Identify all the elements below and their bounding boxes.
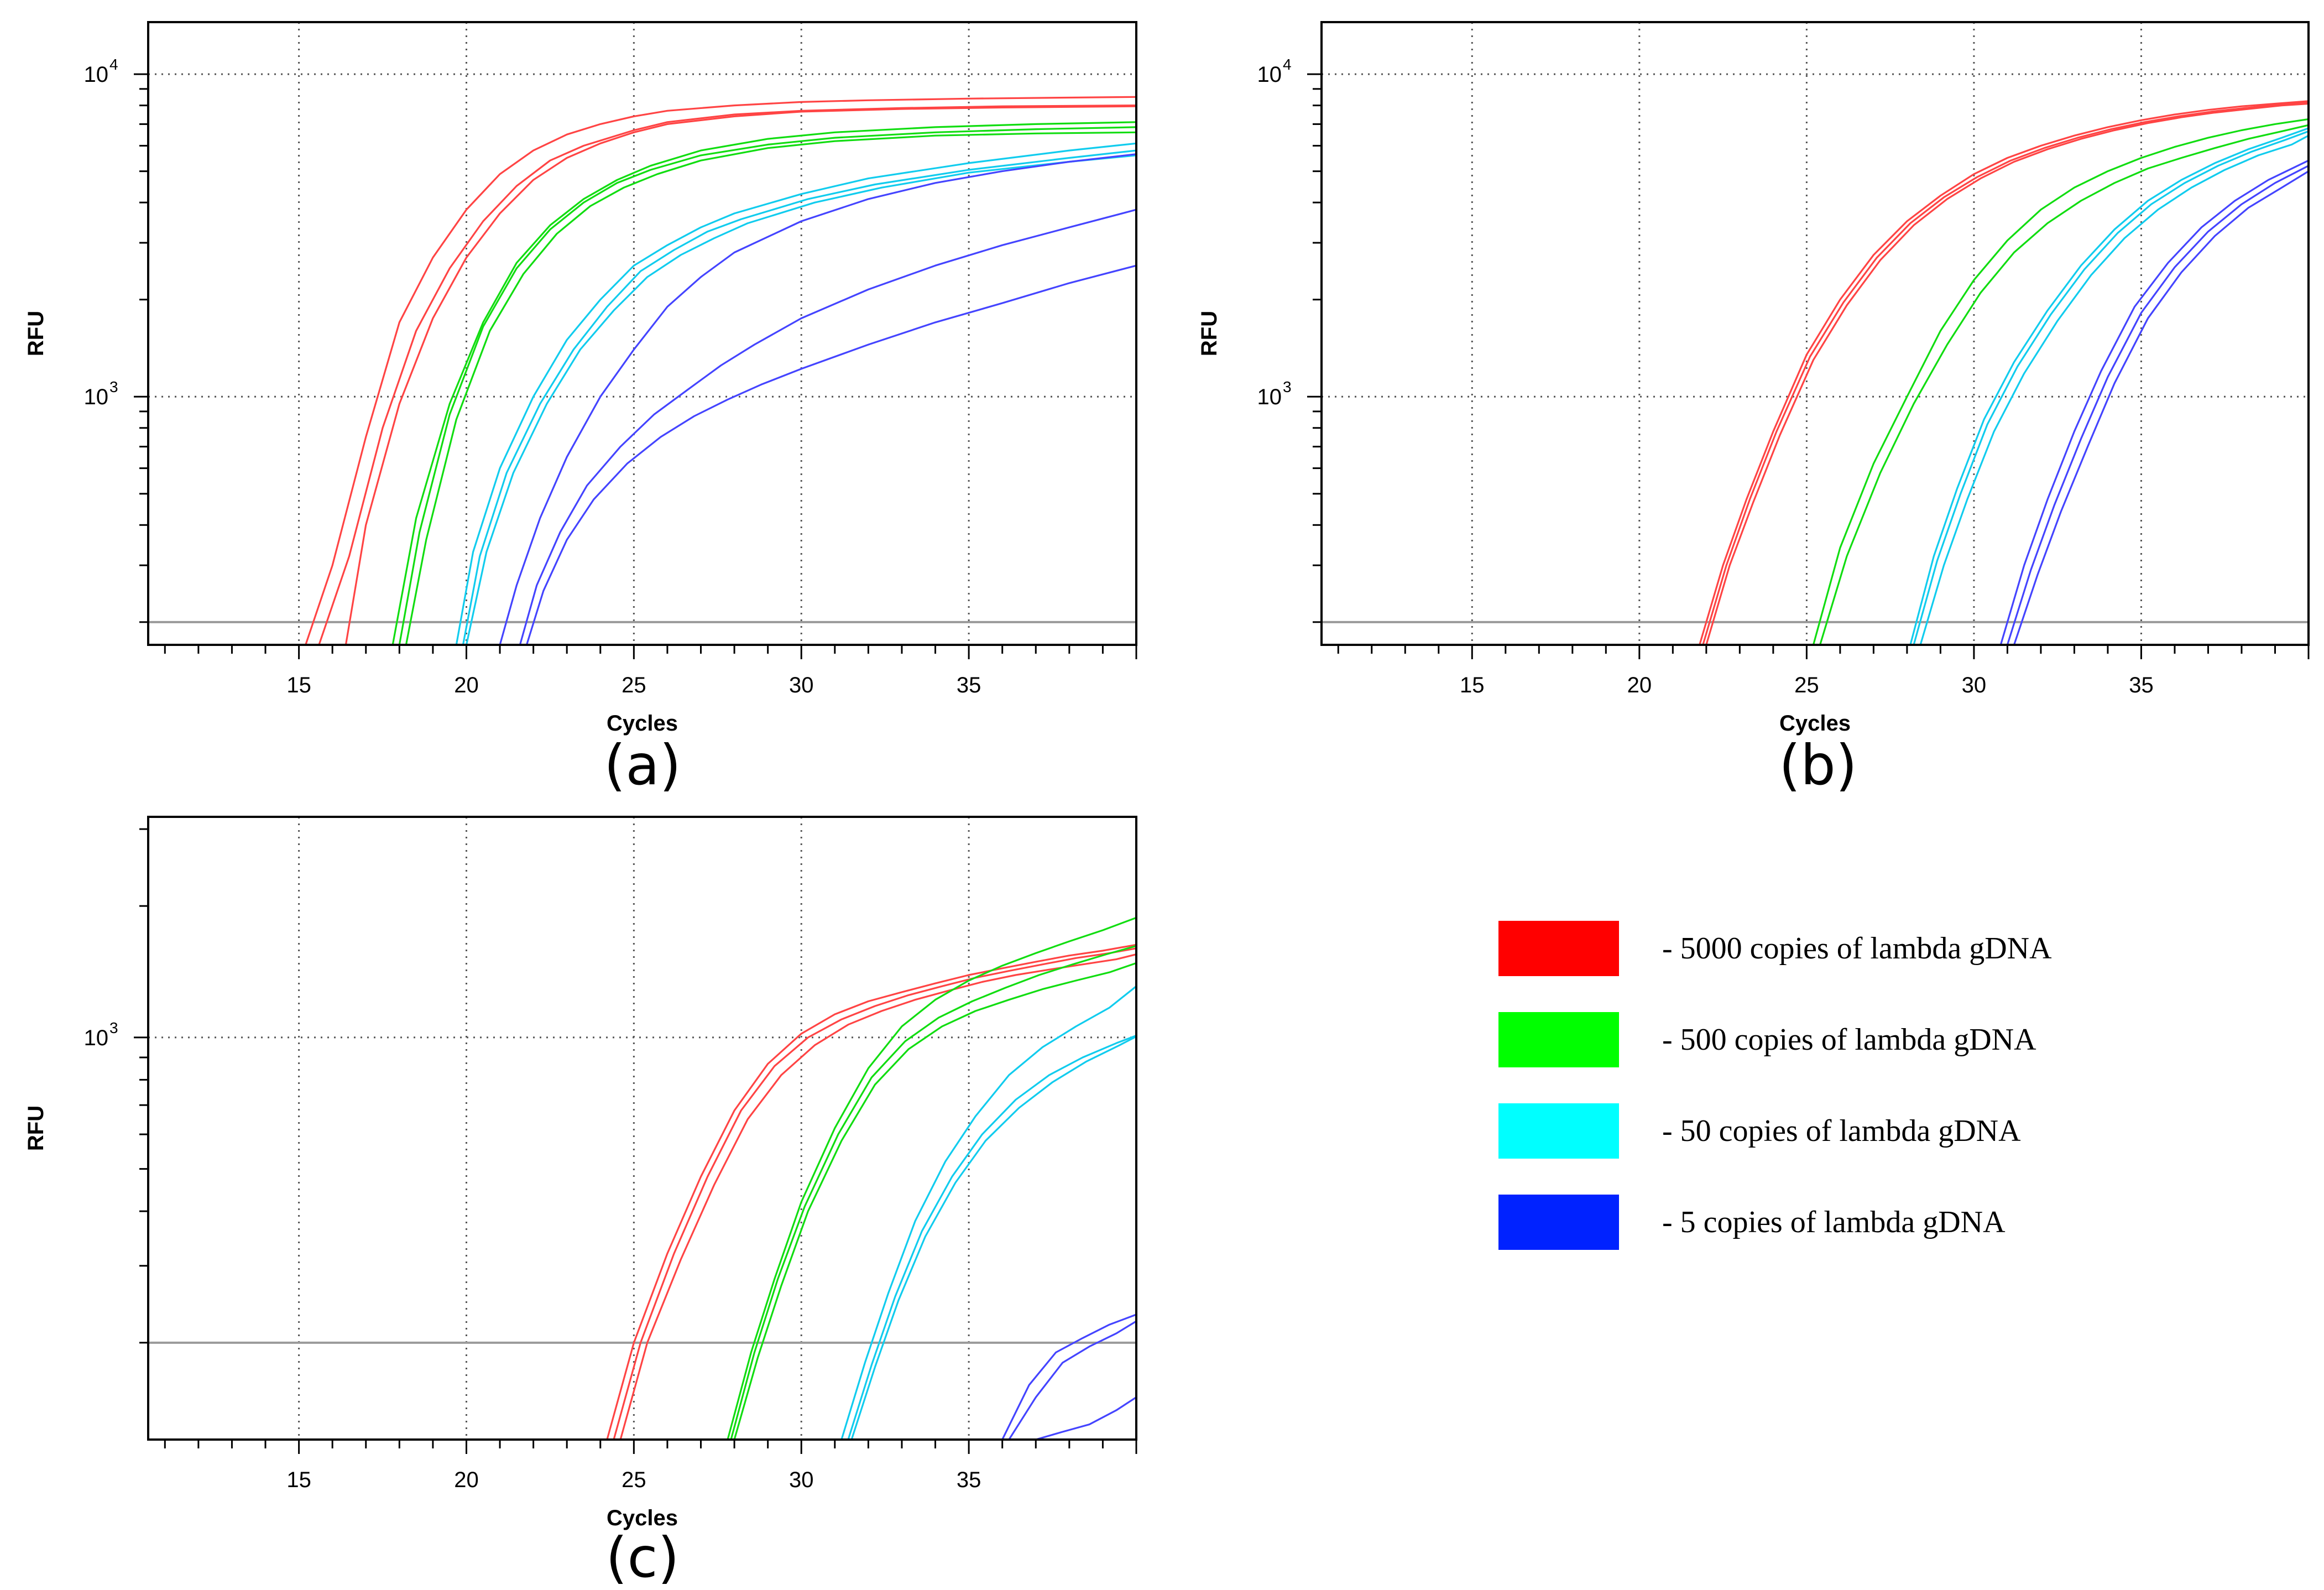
legend-label-50: - 50 copies of lambda gDNA (1662, 1114, 2021, 1148)
y-tick-label-a-4: 10 (84, 62, 109, 87)
series-line-a-5-9 (499, 153, 1136, 645)
series-line-b-5-8 (1999, 159, 2309, 645)
series-line-b-50-6 (1913, 130, 2309, 645)
series-line-c-5-9 (1001, 1313, 1136, 1440)
series-line-b-5000-0 (1699, 100, 2309, 645)
x-tick-label-b-20: 20 (1627, 673, 1652, 697)
x-tick-label-c-30: 30 (789, 1468, 814, 1492)
series-line-a-5-10 (519, 208, 1136, 645)
series-line-b-5-9 (2006, 165, 2309, 645)
x-tick-label-c-25: 25 (622, 1468, 646, 1492)
y-tick-label-b-3: 10 (1257, 385, 1282, 409)
y-axis-label-c: RFU (24, 1106, 48, 1151)
plot-frame-b (1320, 21, 2310, 646)
x-axis-label-b: Cycles (1779, 711, 1851, 736)
legend-item-500: - 500 copies of lambda gDNA (1498, 1012, 2052, 1067)
legend-label-500: - 500 copies of lambda gDNA (1662, 1023, 2036, 1057)
x-tick-label-b-25: 25 (1794, 673, 1819, 697)
legend-item-5: - 5 copies of lambda gDNA (1498, 1195, 2052, 1250)
legend-swatch-500 (1498, 1012, 1619, 1067)
series-line-c-500-3 (727, 916, 1136, 1440)
x-tick-label-a-35: 35 (957, 673, 981, 697)
series-line-b-500-3 (1812, 118, 2309, 645)
series-line-a-5000-0 (305, 96, 1136, 645)
y-tick-exponent-a-4: 4 (109, 56, 118, 73)
series-line-a-50-7 (462, 149, 1136, 645)
y-tick-label-b-4: 10 (1257, 62, 1282, 87)
series-line-b-50-7 (1919, 134, 2309, 645)
x-tick-label-c-35: 35 (957, 1468, 981, 1492)
y-tick-label-a-3: 10 (84, 385, 109, 409)
legend-label-5000: - 5000 copies of lambda gDNA (1662, 931, 2052, 966)
y-tick-label-c-3: 10 (84, 1026, 109, 1050)
series-group-b (1699, 100, 2309, 645)
series-line-c-50-6 (840, 986, 1136, 1440)
x-axis-label-a: Cycles (607, 711, 678, 736)
plot-frame-c (147, 816, 1137, 1441)
x-tick-label-a-15: 15 (286, 673, 311, 697)
legend-item-5000: - 5000 copies of lambda gDNA (1498, 921, 2052, 976)
series-line-a-50-8 (465, 154, 1136, 645)
series-line-c-5-11 (1035, 1396, 1136, 1440)
y-axis-label-a: RFU (24, 311, 48, 356)
x-tick-label-a-25: 25 (622, 673, 646, 697)
x-tick-label-a-30: 30 (789, 673, 814, 697)
x-tick-label-b-35: 35 (2129, 673, 2154, 697)
series-line-b-5000-1 (1702, 102, 2309, 645)
series-line-a-500-5 (405, 131, 1136, 645)
series-line-a-5000-2 (344, 105, 1136, 645)
series-group-a (305, 96, 1136, 645)
series-line-a-5-11 (525, 264, 1136, 645)
series-line-c-5000-1 (613, 947, 1136, 1440)
series-line-a-5000-1 (318, 105, 1136, 645)
series-line-b-5-10 (2013, 170, 2309, 645)
series-line-c-5-10 (1008, 1320, 1136, 1440)
series-line-a-500-3 (391, 121, 1136, 645)
panel-caption-b: (b) (1779, 733, 1857, 797)
series-line-c-500-5 (733, 962, 1136, 1440)
panel-caption-a: (a) (604, 733, 681, 797)
series-line-a-50-6 (455, 142, 1136, 645)
legend-item-50: - 50 copies of lambda gDNA (1498, 1103, 2052, 1159)
series-line-c-50-7 (847, 1035, 1136, 1440)
series-line-b-50-5 (1909, 127, 2309, 645)
x-tick-label-a-20: 20 (454, 673, 479, 697)
series-line-c-50-8 (850, 1035, 1136, 1440)
x-tick-label-b-15: 15 (1460, 673, 1485, 697)
legend: - 5000 copies of lambda gDNA - 500 copie… (1498, 921, 2052, 1286)
y-tick-exponent-b-4: 4 (1283, 56, 1292, 73)
plot-frame-a (147, 21, 1137, 646)
legend-swatch-50 (1498, 1103, 1619, 1159)
y-tick-exponent-b-3: 3 (1283, 378, 1292, 395)
y-tick-exponent-c-3: 3 (109, 1019, 118, 1036)
series-line-b-5000-2 (1705, 102, 2309, 645)
x-tick-label-b-30: 30 (1962, 673, 1987, 697)
legend-label-5: - 5 copies of lambda gDNA (1662, 1205, 2006, 1239)
plot-c: 15 20 25 30 35 10 3 Cycles RFU (24, 816, 1137, 1530)
series-line-a-500-4 (398, 126, 1136, 645)
y-axis-label-b: RFU (1197, 311, 1221, 356)
legend-swatch-5000 (1498, 921, 1619, 976)
y-tick-exponent-a-3: 3 (109, 378, 118, 395)
x-axis-label-c: Cycles (607, 1506, 678, 1530)
series-line-b-500-4 (1819, 124, 2309, 645)
x-tick-label-c-20: 20 (454, 1468, 479, 1492)
series-line-c-500-4 (730, 945, 1136, 1440)
panel-caption-c: (c) (605, 1525, 680, 1590)
series-group-c (606, 916, 1136, 1440)
series-line-c-5000-0 (606, 943, 1136, 1440)
legend-swatch-5 (1498, 1195, 1619, 1250)
x-tick-label-c-15: 15 (286, 1468, 311, 1492)
